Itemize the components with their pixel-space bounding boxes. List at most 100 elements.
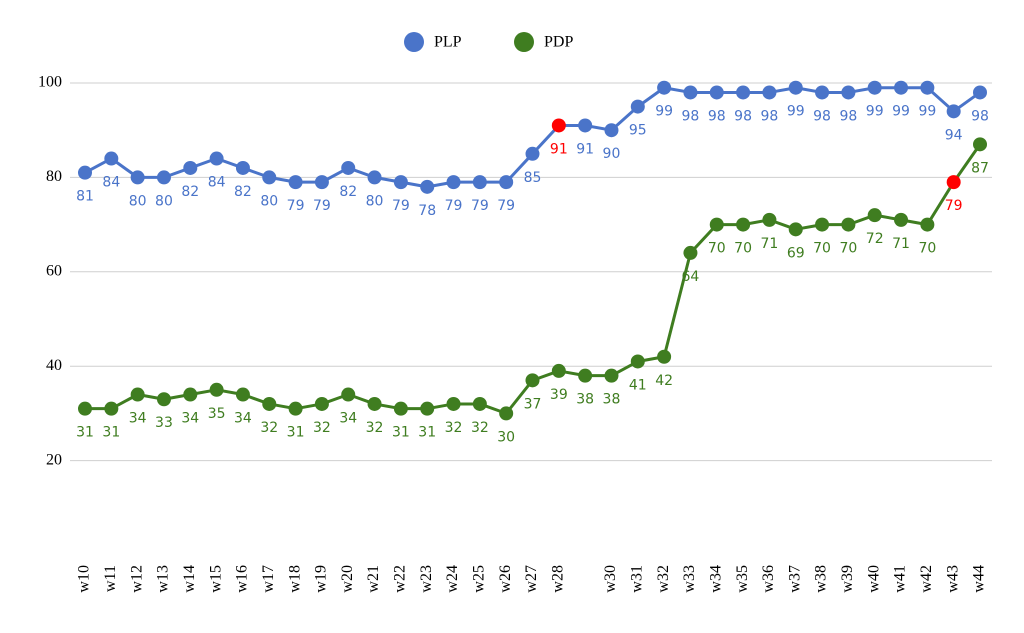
data-point: [657, 349, 672, 364]
data-label: 70: [734, 241, 752, 257]
data-label: 39: [550, 387, 568, 403]
data-point: [841, 217, 856, 232]
data-point: [446, 175, 461, 190]
x-tick-label: w20: [339, 565, 356, 593]
data-label: 99: [918, 104, 936, 120]
data-point: [788, 222, 803, 237]
data-label: 38: [576, 392, 594, 408]
data-point: [709, 85, 724, 100]
x-tick-label: w41: [892, 565, 909, 593]
data-label: 31: [76, 425, 94, 441]
data-point: [393, 175, 408, 190]
data-point: [472, 396, 487, 411]
legend-label: PLP: [434, 34, 462, 51]
data-label: 70: [708, 241, 726, 257]
data-point: [815, 217, 830, 232]
x-tick-label: w31: [628, 565, 645, 593]
data-label: 82: [234, 184, 252, 200]
data-label: 31: [102, 425, 120, 441]
data-label: 70: [918, 241, 936, 257]
data-point: [341, 387, 356, 402]
data-point: [262, 170, 277, 185]
x-tick-label: w27: [523, 565, 540, 593]
data-point: [657, 80, 672, 95]
data-point: [683, 85, 698, 100]
data-point: [578, 368, 593, 383]
data-label: 31: [287, 425, 305, 441]
x-tick-label: w16: [234, 565, 251, 593]
data-label: 99: [892, 104, 910, 120]
x-tick-label: w13: [155, 565, 172, 593]
x-tick-label: w17: [260, 565, 277, 593]
data-point: [709, 217, 724, 232]
data-label: 99: [787, 104, 805, 120]
x-tick-label: w38: [813, 565, 830, 593]
data-label: 70: [813, 241, 831, 257]
legend-marker: [404, 32, 424, 52]
data-label: 70: [839, 241, 857, 257]
data-label: 32: [260, 420, 278, 436]
data-point: [367, 396, 382, 411]
data-label: 79: [313, 198, 331, 214]
data-label: 32: [313, 420, 331, 436]
y-tick-label: 20: [46, 451, 62, 468]
y-tick-label: 40: [46, 357, 62, 374]
x-tick-label: w30: [602, 565, 619, 593]
data-label: 64: [682, 269, 700, 285]
data-label: 79: [945, 198, 963, 214]
y-tick-label: 60: [46, 262, 62, 279]
data-label: 98: [708, 108, 726, 124]
data-point: [867, 80, 882, 95]
data-point: [78, 165, 92, 180]
data-point: [894, 80, 909, 95]
data-label: 79: [445, 198, 463, 214]
data-point: [341, 160, 356, 175]
data-point: [551, 363, 566, 378]
data-point: [815, 85, 830, 100]
data-label: 87: [971, 160, 989, 176]
data-point: [630, 354, 645, 369]
data-label: 81: [76, 189, 94, 205]
data-label: 32: [445, 420, 463, 436]
data-point: [841, 85, 856, 100]
data-label: 84: [102, 175, 120, 191]
x-tick-label: w14: [181, 565, 198, 593]
data-point: [235, 160, 250, 175]
data-point: [104, 151, 119, 166]
x-tick-label: w21: [365, 565, 382, 593]
x-tick-label: w37: [786, 565, 803, 593]
legend-marker: [514, 32, 534, 52]
data-point: [578, 118, 593, 133]
data-label: 99: [866, 104, 884, 120]
x-tick-label: w12: [128, 565, 145, 593]
data-point: [288, 401, 303, 416]
data-label: 82: [181, 184, 199, 200]
data-label: 30: [497, 429, 515, 445]
data-point: [262, 396, 277, 411]
data-label: 91: [576, 141, 594, 157]
data-label: 32: [366, 420, 384, 436]
data-label: 72: [866, 231, 884, 247]
data-point: [788, 80, 803, 95]
data-point: [736, 217, 751, 232]
x-tick-label: w34: [707, 565, 724, 593]
data-point: [525, 146, 540, 161]
data-label: 90: [603, 146, 621, 162]
data-label: 79: [287, 198, 305, 214]
x-tick-label: w35: [734, 565, 751, 593]
data-label: 32: [471, 420, 489, 436]
x-tick-label: w23: [418, 565, 435, 593]
data-point: [920, 217, 935, 232]
data-point: [867, 208, 882, 223]
data-point: [499, 406, 514, 421]
data-label: 31: [418, 425, 436, 441]
data-point: [736, 85, 751, 100]
data-label: 99: [655, 104, 673, 120]
data-point: [314, 175, 329, 190]
x-tick-label: w18: [286, 565, 303, 593]
data-point: [367, 170, 382, 185]
data-label: 98: [971, 108, 989, 124]
data-label: 71: [760, 236, 778, 252]
x-tick-label: w36: [760, 565, 777, 593]
data-point: [762, 85, 777, 100]
